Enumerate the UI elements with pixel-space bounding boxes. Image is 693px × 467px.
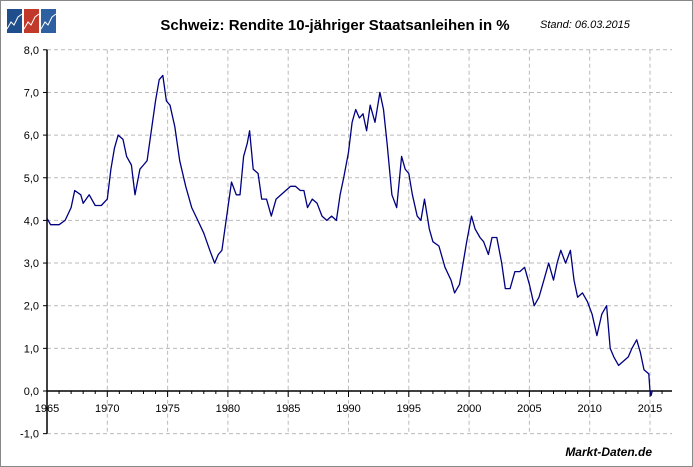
chart-subtitle: Stand: 06.03.2015 (540, 19, 631, 31)
x-tick-label: 2000 (457, 403, 481, 415)
y-tick-label: 4,0 (24, 215, 39, 227)
series-line (46, 74, 653, 396)
x-tick-label: 1995 (397, 403, 421, 415)
x-tick-label: 2005 (517, 403, 541, 415)
logo-tile (41, 9, 56, 33)
grid (47, 49, 672, 435)
y-tick-label: 0,0 (24, 386, 39, 398)
logo-sparkline-icon (6, 13, 23, 30)
y-tick-label: 8,0 (24, 45, 39, 57)
x-tick-label: 1975 (155, 403, 179, 415)
y-tick-label: 7,0 (24, 87, 39, 99)
y-tick-label: 6,0 (24, 130, 39, 142)
chart-title: Schweiz: Rendite 10-jähriger Staatsanlei… (160, 17, 509, 34)
x-tick-label: 1985 (276, 403, 300, 415)
y-tick-label: 3,0 (24, 258, 39, 270)
series-lines (46, 74, 653, 396)
x-tick-label: 2015 (638, 403, 662, 415)
y-tick-label: 5,0 (24, 173, 39, 185)
x-tick-label: 2010 (577, 403, 601, 415)
logo-tile (24, 9, 39, 33)
axes: -1,00,01,02,03,04,05,06,07,08,0196519701… (20, 45, 672, 441)
x-tick-label: 1980 (216, 403, 240, 415)
logo-tile (7, 9, 22, 33)
x-tick-label: 1970 (95, 403, 119, 415)
y-tick-label: 1,0 (24, 343, 39, 355)
logo-sparkline-icon (23, 13, 40, 30)
logo (6, 9, 57, 33)
x-tick-label: 1990 (336, 403, 360, 415)
logo-sparkline-icon (40, 13, 57, 30)
y-tick-label: 2,0 (24, 301, 39, 313)
source-label: Markt-Daten.de (565, 445, 652, 459)
y-tick-label: -1,0 (20, 429, 39, 441)
